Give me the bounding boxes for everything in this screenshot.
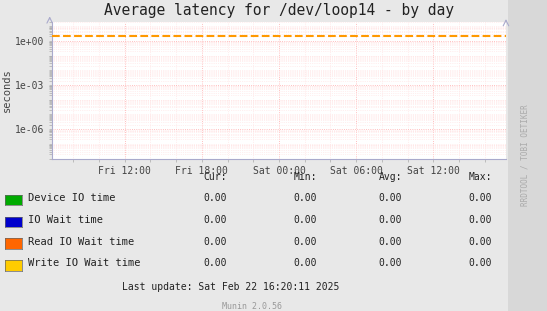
Text: 0.00: 0.00 — [203, 237, 227, 247]
Text: Last update: Sat Feb 22 16:20:11 2025: Last update: Sat Feb 22 16:20:11 2025 — [122, 282, 339, 292]
Text: 0.00: 0.00 — [294, 258, 317, 268]
Title: Average latency for /dev/loop14 - by day: Average latency for /dev/loop14 - by day — [104, 3, 454, 18]
Text: 0.00: 0.00 — [379, 215, 402, 225]
Text: 0.00: 0.00 — [294, 215, 317, 225]
Text: Max:: Max: — [469, 172, 492, 182]
Text: Write IO Wait time: Write IO Wait time — [28, 258, 141, 268]
Text: Min:: Min: — [294, 172, 317, 182]
Text: Avg:: Avg: — [379, 172, 402, 182]
Text: 0.00: 0.00 — [469, 258, 492, 268]
Text: Read IO Wait time: Read IO Wait time — [28, 237, 135, 247]
Text: Munin 2.0.56: Munin 2.0.56 — [222, 301, 282, 310]
Text: 0.00: 0.00 — [294, 193, 317, 203]
Text: 0.00: 0.00 — [469, 193, 492, 203]
Y-axis label: seconds: seconds — [2, 68, 12, 112]
Text: Cur:: Cur: — [203, 172, 227, 182]
Text: 0.00: 0.00 — [469, 215, 492, 225]
Text: 0.00: 0.00 — [203, 258, 227, 268]
Text: 0.00: 0.00 — [203, 215, 227, 225]
Text: 0.00: 0.00 — [469, 237, 492, 247]
Text: 0.00: 0.00 — [379, 258, 402, 268]
Text: Device IO time: Device IO time — [28, 193, 116, 203]
Text: RRDTOOL / TOBI OETIKER: RRDTOOL / TOBI OETIKER — [521, 104, 530, 207]
Text: 0.00: 0.00 — [379, 237, 402, 247]
Text: 0.00: 0.00 — [203, 193, 227, 203]
Text: 0.00: 0.00 — [294, 237, 317, 247]
Text: 0.00: 0.00 — [379, 193, 402, 203]
Text: IO Wait time: IO Wait time — [28, 215, 103, 225]
